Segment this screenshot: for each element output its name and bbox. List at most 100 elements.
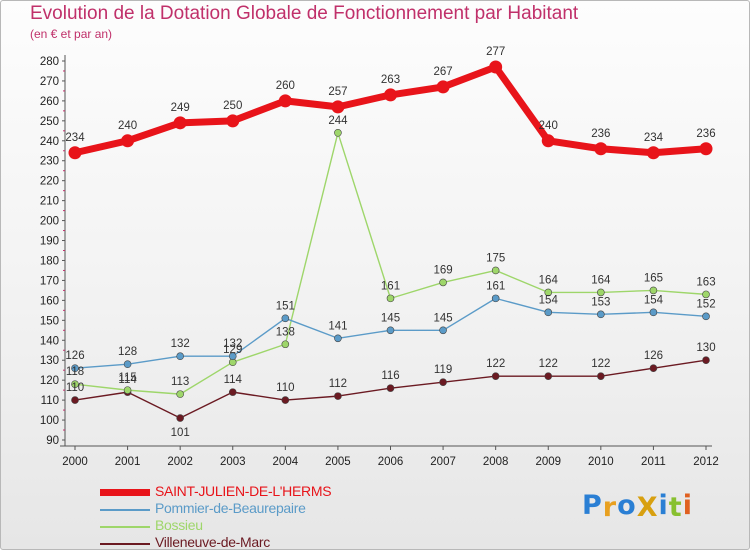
data-label: 165 — [644, 272, 663, 284]
x-tick-label: 2005 — [325, 456, 351, 468]
legend-swatch — [100, 489, 150, 496]
data-point — [71, 396, 79, 404]
data-point — [123, 386, 132, 394]
data-label: 145 — [381, 312, 400, 324]
data-point — [281, 340, 290, 349]
data-point — [594, 142, 608, 156]
data-point — [541, 134, 555, 148]
data-label: 141 — [328, 320, 347, 332]
data-label: 145 — [433, 312, 452, 324]
data-label: 236 — [591, 128, 610, 140]
data-point — [173, 116, 187, 130]
data-label: 138 — [276, 326, 295, 338]
y-tick-label: 110 — [41, 395, 59, 407]
data-label: 112 — [329, 378, 347, 390]
data-point — [71, 380, 79, 388]
data-label: 161 — [381, 280, 400, 292]
y-tick-label: 160 — [40, 295, 59, 307]
data-label: 114 — [118, 374, 137, 386]
y-tick-label: 90 — [46, 435, 59, 447]
data-point — [597, 372, 605, 380]
data-label: 250 — [223, 100, 242, 112]
x-tick-label: 2007 — [430, 456, 456, 468]
chart-title: Evolution de la Dotation Globale de Fonc… — [30, 3, 579, 24]
data-point — [649, 308, 658, 317]
y-tick-label: 240 — [40, 136, 59, 148]
y-tick-label: 270 — [40, 76, 59, 88]
y-tick-label: 200 — [40, 216, 59, 228]
series-line-2 — [74, 132, 707, 395]
data-label: 122 — [486, 358, 505, 370]
data-label: 126 — [65, 350, 84, 362]
data-label: 128 — [118, 346, 137, 358]
x-tick-label: 2012 — [693, 456, 719, 468]
y-tick-label: 180 — [40, 255, 59, 267]
x-tick-label: 2010 — [588, 456, 614, 468]
data-point — [384, 88, 397, 102]
data-point — [699, 142, 713, 156]
data-label: 132 — [223, 338, 242, 350]
data-label: 163 — [696, 276, 715, 288]
data-point — [702, 312, 710, 321]
data-label: 110 — [276, 382, 294, 394]
data-label: 169 — [433, 264, 452, 276]
data-label: 130 — [696, 342, 715, 354]
x-tick-label: 2008 — [483, 456, 509, 468]
data-label: 115 — [118, 372, 136, 384]
data-point — [71, 364, 79, 372]
data-point — [334, 392, 342, 400]
y-tick-label: 280 — [40, 56, 59, 68]
data-point — [176, 390, 184, 398]
y-tick-label: 210 — [40, 196, 59, 208]
data-label: 113 — [171, 376, 189, 388]
data-point — [281, 314, 290, 323]
x-tick-label: 2000 — [62, 456, 88, 468]
data-point — [386, 326, 395, 335]
data-label: 164 — [539, 274, 559, 286]
data-point — [228, 388, 237, 396]
legend-label: SAINT-JULIEN-DE-L'HERMS — [155, 483, 332, 499]
data-point — [646, 146, 660, 160]
data-point — [491, 372, 500, 380]
data-point — [439, 278, 447, 287]
data-label: 234 — [644, 132, 664, 144]
data-point — [331, 100, 345, 114]
y-tick-label: 250 — [40, 116, 59, 128]
data-label: 154 — [539, 294, 559, 306]
data-label: 151 — [276, 300, 295, 312]
data-label: 132 — [171, 338, 190, 350]
chart-subtitle: (en € et par an) — [30, 27, 113, 41]
x-tick-label: 2009 — [535, 456, 561, 468]
data-label: 122 — [539, 358, 558, 370]
y-tick-label: 230 — [40, 156, 59, 168]
proxiti-logo: ProXiti — [582, 490, 693, 523]
y-tick-label: 130 — [40, 355, 59, 367]
legend-swatch — [100, 526, 150, 528]
x-tick-label: 2002 — [167, 456, 193, 468]
data-point — [121, 134, 135, 148]
y-tick-label: 120 — [40, 375, 59, 387]
data-point — [226, 114, 240, 128]
data-label: 267 — [433, 66, 452, 78]
data-label: 119 — [434, 364, 452, 376]
data-label: 240 — [539, 120, 558, 132]
x-tick-label: 2006 — [378, 456, 404, 468]
data-label: 244 — [328, 115, 348, 127]
data-point — [334, 129, 342, 137]
data-label: 175 — [486, 252, 505, 264]
y-tick-label: 190 — [40, 236, 59, 248]
data-label: 257 — [328, 86, 347, 98]
data-point — [281, 396, 290, 404]
data-point — [544, 308, 553, 317]
data-point — [439, 326, 447, 335]
data-label: 161 — [486, 280, 505, 292]
y-tick-label: 140 — [40, 335, 59, 347]
data-label: 153 — [591, 296, 610, 308]
data-label: 118 — [66, 366, 84, 378]
y-tick-label: 100 — [40, 415, 59, 427]
data-label: 126 — [644, 350, 663, 362]
y-tick-label: 150 — [40, 315, 59, 327]
x-tick-label: 2003 — [220, 456, 246, 468]
